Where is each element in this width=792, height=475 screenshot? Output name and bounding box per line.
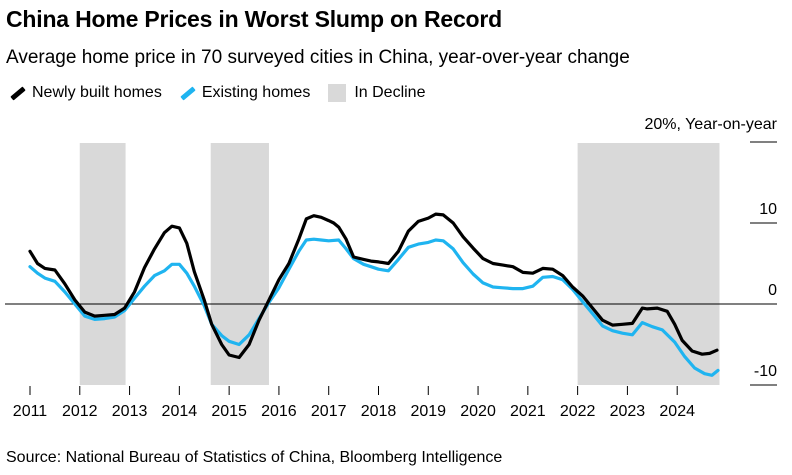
legend: Newly built homes Existing homes In Decl… — [10, 84, 443, 102]
x-tick-label: 2012 — [62, 403, 98, 420]
series-line-existing-homes — [28, 237, 720, 377]
decline-shading — [79, 143, 720, 385]
legend-item-decline: In Decline — [328, 84, 425, 102]
decline-period-band — [577, 143, 720, 385]
y-tick-label: 10 — [759, 201, 777, 218]
series-line-newly-built-homes — [28, 212, 719, 360]
x-tick-label: 2013 — [112, 403, 148, 420]
x-tick-label: 2018 — [361, 403, 397, 420]
legend-item-newly-built: Newly built homes — [10, 84, 162, 102]
y-tick-label: 0 — [768, 282, 777, 299]
gridlines — [5, 141, 777, 386]
chart-title: China Home Prices in Worst Slump on Reco… — [6, 6, 502, 32]
x-tick-label: 2017 — [311, 403, 347, 420]
legend-label-newly-built: Newly built homes — [32, 84, 162, 101]
x-tick-label: 2022 — [560, 403, 596, 420]
y-tick-label: -10 — [754, 363, 777, 380]
x-axis: 2011 2012 2013 2014 2015 2016 2017 2018 2019 2020… — [13, 386, 695, 420]
source-note: Source: National Bureau of Statistics of… — [6, 449, 503, 466]
x-tick-label: 2020 — [460, 403, 496, 420]
x-tick-label: 2015 — [211, 403, 247, 420]
x-tick-label: 2023 — [610, 403, 646, 420]
series-lines — [28, 212, 720, 377]
x-tick-label: 2016 — [261, 403, 297, 420]
decline-period-band — [79, 143, 126, 385]
x-tick-label: 2024 — [659, 403, 695, 420]
legend-label-decline: In Decline — [354, 84, 426, 101]
decline-period-band — [210, 143, 269, 385]
x-tick-label: 2019 — [410, 403, 446, 420]
y-axis-unit-label: 20%, Year-on-year — [644, 116, 777, 133]
x-tick-label: 2014 — [162, 403, 198, 420]
legend-swatch-decline — [328, 84, 347, 102]
y-axis-labels: 10 0 -10 — [754, 201, 777, 380]
x-tick-label: 2011 — [13, 403, 48, 420]
legend-item-existing: Existing homes — [180, 84, 311, 102]
legend-label-existing: Existing homes — [201, 84, 311, 101]
chart-subtitle: Average home price in 70 surveyed cities… — [6, 47, 630, 68]
x-tick-label: 2021 — [510, 403, 546, 420]
